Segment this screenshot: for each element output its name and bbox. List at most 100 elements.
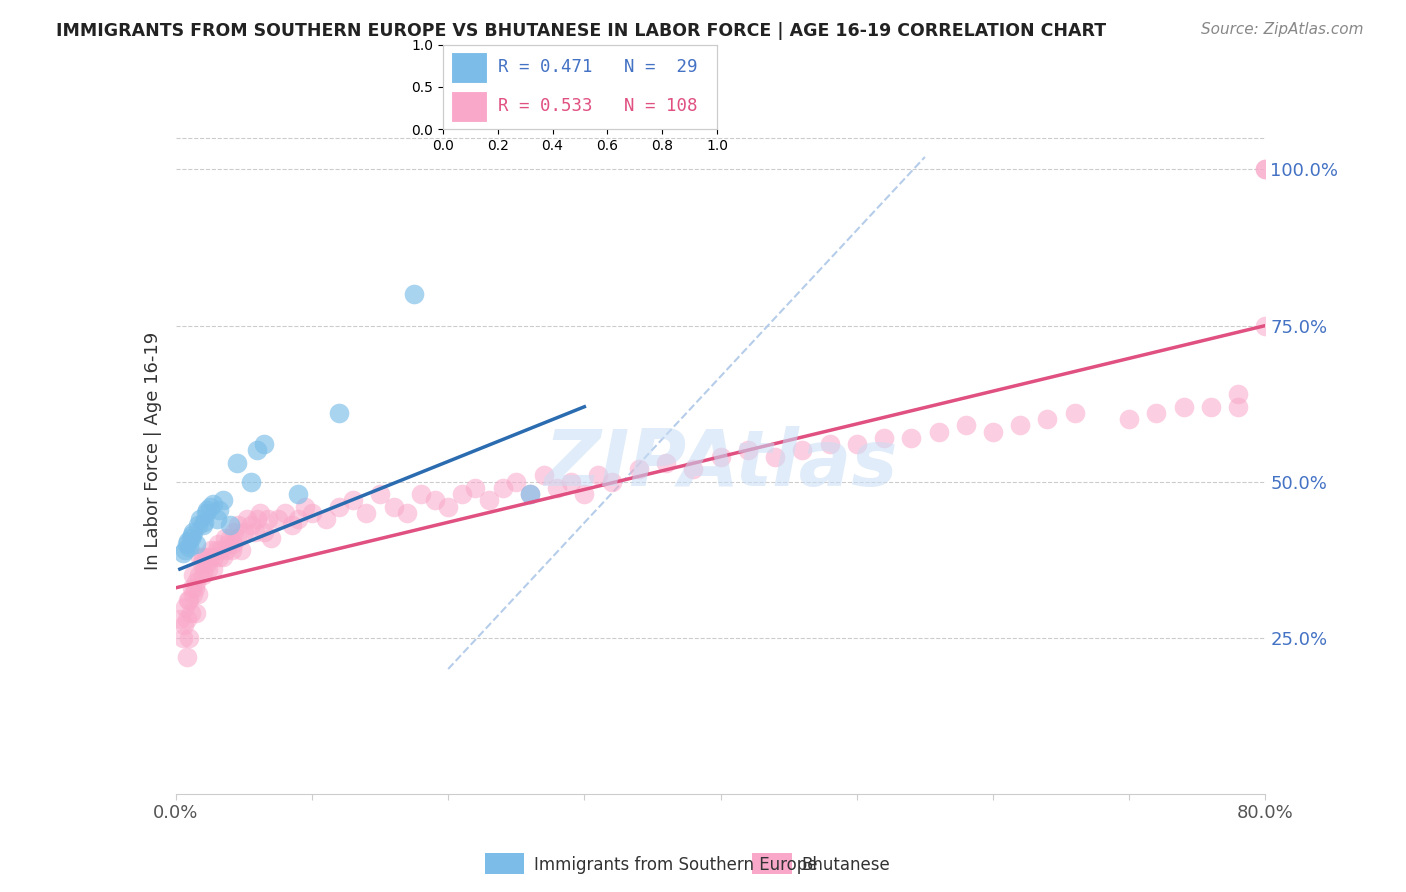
Point <box>184 581 207 595</box>
Point <box>560 475 582 489</box>
Text: Bhutanese: Bhutanese <box>801 856 890 874</box>
Point <box>253 437 276 451</box>
Point <box>180 606 202 620</box>
Point <box>763 450 786 464</box>
Point <box>382 500 405 514</box>
FancyBboxPatch shape <box>485 853 524 874</box>
Point <box>1036 412 1059 426</box>
FancyBboxPatch shape <box>752 853 792 874</box>
Point <box>188 512 211 526</box>
Point <box>172 631 194 645</box>
Point <box>187 568 209 582</box>
Point <box>179 631 201 645</box>
Point <box>404 287 426 301</box>
Point <box>217 537 239 551</box>
Text: Immigrants from Southern Europe: Immigrants from Southern Europe <box>534 856 818 874</box>
Point <box>176 612 198 626</box>
Point <box>191 518 214 533</box>
Point <box>655 456 678 470</box>
Point <box>181 581 204 595</box>
Point <box>232 524 254 539</box>
Point <box>186 537 208 551</box>
Point <box>267 512 290 526</box>
Point <box>194 549 217 564</box>
Point <box>239 518 262 533</box>
Point <box>224 524 246 539</box>
Point <box>212 549 235 564</box>
Point <box>239 475 262 489</box>
Point <box>235 512 257 526</box>
Point <box>215 543 238 558</box>
Point <box>201 496 224 510</box>
Point <box>177 533 200 548</box>
Point <box>201 562 224 576</box>
Point <box>243 524 266 539</box>
Point <box>194 506 217 520</box>
Point <box>257 512 280 526</box>
Point <box>202 549 225 564</box>
Point <box>208 503 231 517</box>
Point <box>183 568 205 582</box>
Point <box>294 500 316 514</box>
Point <box>1010 418 1032 433</box>
Point <box>174 543 197 558</box>
Point <box>246 512 269 526</box>
Point <box>174 599 197 614</box>
Point <box>212 493 235 508</box>
Point <box>981 425 1004 439</box>
Point <box>200 543 222 558</box>
Point <box>198 500 221 514</box>
Point <box>176 649 198 664</box>
Point <box>180 531 202 545</box>
Point <box>792 443 814 458</box>
Point <box>1254 162 1277 177</box>
Point <box>209 543 232 558</box>
Point <box>423 493 446 508</box>
Point <box>183 524 205 539</box>
Point <box>287 512 309 526</box>
Text: IMMIGRANTS FROM SOUTHERN EUROPE VS BHUTANESE IN LABOR FORCE | AGE 16-19 CORRELAT: IMMIGRANTS FROM SOUTHERN EUROPE VS BHUTA… <box>56 22 1107 40</box>
Point <box>181 528 204 542</box>
Point <box>900 431 922 445</box>
Point <box>519 487 541 501</box>
Point <box>253 524 276 539</box>
Point <box>193 516 215 530</box>
Text: R = 0.533   N = 108: R = 0.533 N = 108 <box>498 97 697 115</box>
Point <box>1254 318 1277 333</box>
Point <box>845 437 868 451</box>
Point <box>533 468 555 483</box>
Point <box>818 437 841 451</box>
Point <box>409 487 432 501</box>
Point <box>1173 400 1195 414</box>
Point <box>873 431 896 445</box>
Point <box>928 425 950 439</box>
Point <box>1144 406 1167 420</box>
Point <box>186 518 209 533</box>
Point <box>492 481 515 495</box>
Point <box>249 506 271 520</box>
Point <box>219 518 242 533</box>
Point <box>190 556 212 570</box>
Point <box>1063 406 1085 420</box>
Point <box>208 549 231 564</box>
Point <box>505 475 527 489</box>
Point <box>198 549 221 564</box>
Point <box>627 462 650 476</box>
Point <box>205 512 228 526</box>
Text: ZIPAtlas: ZIPAtlas <box>544 426 897 502</box>
Point <box>195 503 218 517</box>
Point <box>176 537 198 551</box>
Point <box>274 506 297 520</box>
Text: Source: ZipAtlas.com: Source: ZipAtlas.com <box>1201 22 1364 37</box>
Point <box>1254 162 1277 177</box>
FancyBboxPatch shape <box>451 91 486 121</box>
Point <box>574 487 596 501</box>
Point <box>600 475 623 489</box>
Point <box>186 587 209 601</box>
FancyBboxPatch shape <box>451 53 486 83</box>
Point <box>478 493 501 508</box>
Point <box>219 531 242 545</box>
Point <box>1227 387 1250 401</box>
Point <box>179 593 201 607</box>
Text: R = 0.471   N =  29: R = 0.471 N = 29 <box>498 59 697 77</box>
